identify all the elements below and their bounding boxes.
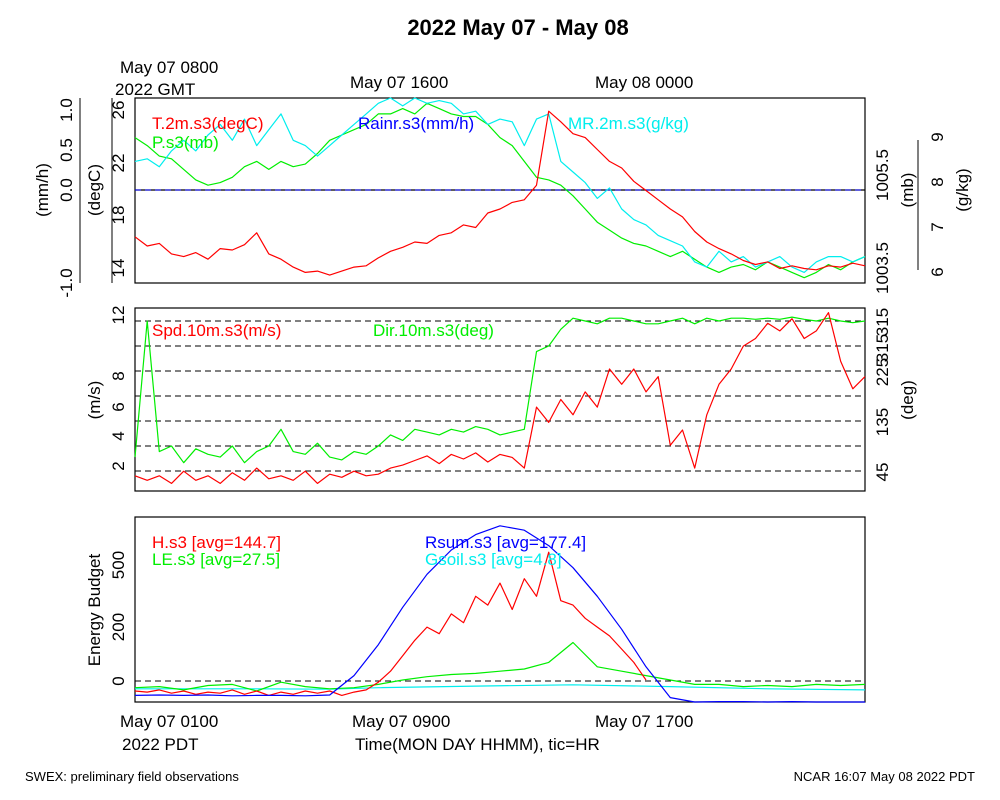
legend-rain: Rainr.s3(mm/h) <box>358 114 474 133</box>
legend-mr: MR.2m.s3(g/kg) <box>568 114 689 133</box>
mr-axis-label: (g/kg) <box>953 168 972 211</box>
dir-axis-label: (deg) <box>898 380 917 420</box>
energy-axis-label: Energy Budget <box>85 553 104 666</box>
speed-tick-5: 2 <box>109 461 128 470</box>
x-label-3: May 07 1700 <box>595 712 693 731</box>
energy-tick-2: 200 <box>109 613 128 641</box>
series-line-wind-direction <box>134 316 866 464</box>
middle-panel-frame <box>134 307 866 492</box>
temp-tick-3: 18 <box>109 206 128 225</box>
series-line-wind-speed <box>134 312 866 484</box>
dir-tick-1: 315 <box>873 308 892 336</box>
speed-axis-label: (m/s) <box>85 381 104 420</box>
top-time-label-3: May 08 0000 <box>595 73 693 92</box>
dir-tick-2: 225 <box>873 358 892 386</box>
temp-tick-2: 22 <box>109 154 128 173</box>
mr-tick-1: 9 <box>928 132 947 141</box>
footer-right: NCAR 16:07 May 08 2022 PDT <box>794 769 975 784</box>
series-line-mixing-ratio <box>134 97 866 273</box>
dir-tick-top-extra: 315 <box>873 334 892 362</box>
dir-tick-4: 45 <box>873 463 892 482</box>
speed-tick-4: 4 <box>109 431 128 440</box>
legend-temp: T.2m.s3(degC) <box>152 114 263 133</box>
temp-tick-1: 26 <box>109 101 128 120</box>
temp-tick-4: 14 <box>109 259 128 278</box>
top-time-label-2: May 07 1600 <box>350 73 448 92</box>
rain-tick-3: 0.0 <box>57 178 76 202</box>
bottom-series-group <box>134 525 866 703</box>
x-axis-title: Time(MON DAY HHMM), tic=HR <box>355 735 600 754</box>
legend-le: LE.s3 [avg=27.5] <box>152 550 280 569</box>
temp-axis-label: (degC) <box>85 164 104 216</box>
x-label-2: May 07 0900 <box>352 712 450 731</box>
rain-tick-1: 1.0 <box>57 98 76 122</box>
rain-tick-2: 0.5 <box>57 138 76 162</box>
speed-tick-1: 12 <box>109 306 128 325</box>
footer-left: SWEX: preliminary field observations <box>25 769 239 784</box>
top-time-label-1b: 2022 GMT <box>115 80 195 99</box>
speed-tick-3: 6 <box>109 402 128 411</box>
dir-tick-3: 135 <box>873 408 892 436</box>
top-series-group <box>134 97 866 279</box>
series-line-pressure <box>134 102 866 279</box>
mr-tick-4: 6 <box>928 267 947 276</box>
pres-tick-1: 1005.5 <box>873 149 892 201</box>
pres-axis-label: (mb) <box>898 173 917 208</box>
energy-tick-3: 0 <box>109 676 128 685</box>
chart-title: 2022 May 07 - May 08 <box>407 15 628 40</box>
rain-tick-4: -1.0 <box>57 268 76 297</box>
rain-axis-label: (mm/h) <box>33 163 52 217</box>
middle-panel: 12 8 6 4 2 (m/s) 315 225 135 45 (deg) 31… <box>85 306 917 492</box>
bottom-panel: 500 200 0 Energy Budget H.s3 [avg=144.7]… <box>85 516 866 754</box>
legend-dir: Dir.10m.s3(deg) <box>373 321 494 340</box>
pres-tick-2: 1003.5 <box>873 242 892 294</box>
series-line-temperature <box>134 110 866 276</box>
mr-tick-3: 7 <box>928 222 947 231</box>
top-panel: May 07 0800 2022 GMT May 07 1600 May 08 … <box>33 58 972 298</box>
series-line-rsum <box>134 525 865 703</box>
mr-tick-2: 8 <box>928 177 947 186</box>
series-line-h <box>134 551 647 697</box>
speed-tick-2: 8 <box>109 371 128 380</box>
energy-tick-1: 500 <box>109 551 128 579</box>
legend-pres: P.s3(mb) <box>152 133 219 152</box>
legend-speed: Spd.10m.s3(m/s) <box>152 321 281 340</box>
legend-rsum: Rsum.s3 [avg=177.4] <box>425 533 586 552</box>
series-line-le <box>134 641 866 692</box>
legend-gsoil: Gsoil.s3 [avg=4.8] <box>425 550 562 569</box>
top-time-label-1a: May 07 0800 <box>120 58 218 77</box>
x-label-1a: May 07 0100 <box>120 712 218 731</box>
series-line-gsoil <box>135 684 866 691</box>
bottom-panel-frame <box>134 516 866 703</box>
legend-h: H.s3 [avg=144.7] <box>152 533 281 552</box>
x-label-1b: 2022 PDT <box>122 735 199 754</box>
middle-series-group <box>134 312 866 484</box>
middle-grid <box>135 320 865 472</box>
